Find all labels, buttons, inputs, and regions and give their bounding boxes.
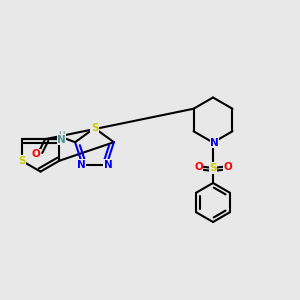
Text: S: S [91,123,98,133]
Text: O: O [223,161,232,172]
Text: O: O [32,149,40,159]
Text: N: N [57,135,66,145]
Text: N: N [210,137,219,148]
Text: S: S [209,163,217,173]
Text: H: H [58,131,65,140]
Text: N: N [76,160,85,170]
Text: O: O [194,161,203,172]
Text: N: N [103,160,112,170]
Text: S: S [18,156,26,166]
